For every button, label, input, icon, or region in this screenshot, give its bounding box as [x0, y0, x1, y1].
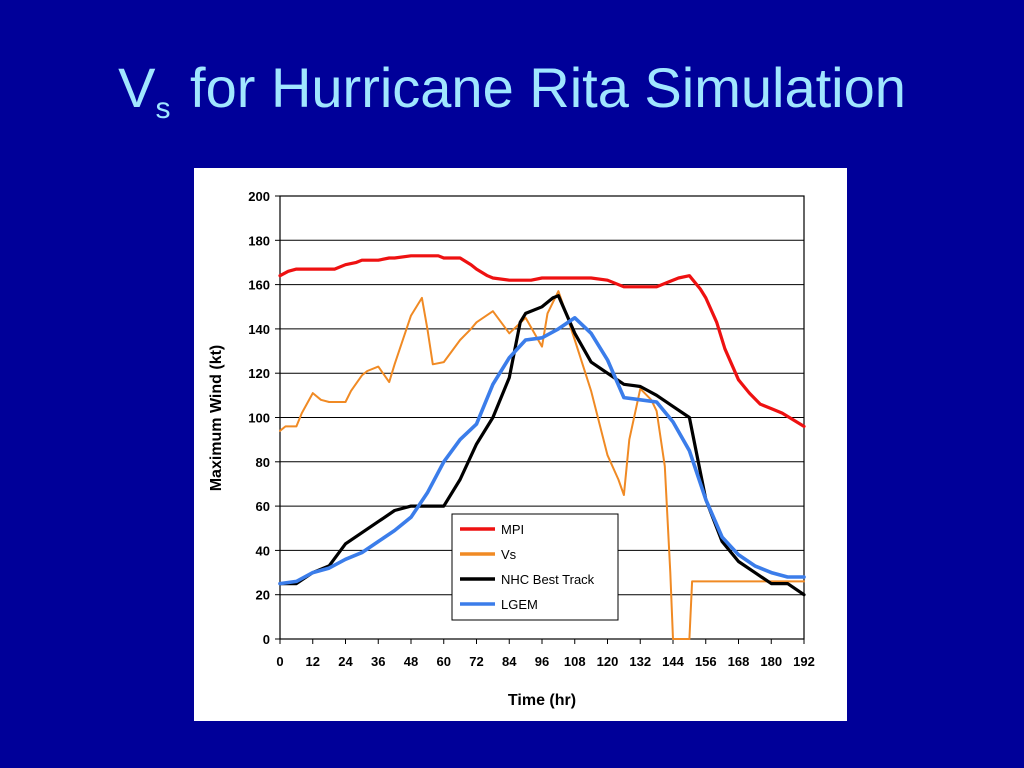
x-tick-label: 72	[469, 654, 483, 669]
x-tick-label: 0	[276, 654, 283, 669]
y-tick-label: 180	[248, 233, 270, 248]
x-tick-label: 24	[338, 654, 353, 669]
legend: MPI Vs NHC Best Track LGEM	[451, 513, 619, 621]
legend-label-nhc-best-track: NHC Best Track	[501, 572, 595, 587]
series-line-vs	[279, 290, 805, 640]
y-tick-label: 140	[248, 322, 270, 337]
legend-label-mpi: MPI	[501, 522, 524, 537]
x-tick-label: 132	[629, 654, 651, 669]
x-tick-label: 144	[662, 654, 684, 669]
y-tick-label: 80	[256, 455, 270, 470]
series-line-lgem	[278, 316, 806, 586]
title-subscript: s	[155, 91, 171, 125]
title-rest: for Hurricane Rita Simulation	[174, 56, 906, 119]
x-tick-labels: 0 12 24 36 48 60 72 84 96 108 120 132 144 156 168 180 19…	[276, 654, 814, 669]
y-tick-label: 120	[248, 366, 270, 381]
x-tick-label: 12	[306, 654, 320, 669]
y-tick-label: 200	[248, 189, 270, 204]
x-tick-label: 60	[437, 654, 451, 669]
chart-panel: 0 20 40 60 80 100 120 140 160 180 200 0 12 24 36 48 60 7…	[194, 168, 847, 721]
axis-ticks	[275, 195, 805, 644]
series-line-mpi	[278, 254, 806, 428]
x-tick-label: 96	[535, 654, 549, 669]
y-tick-label: 0	[263, 632, 270, 647]
legend-label-lgem: LGEM	[501, 597, 538, 612]
x-tick-label: 180	[760, 654, 782, 669]
y-tick-label: 40	[256, 543, 270, 558]
x-tick-label: 120	[597, 654, 619, 669]
y-tick-label: 60	[256, 499, 270, 514]
legend-label-vs: Vs	[501, 547, 517, 562]
series-lines	[278, 254, 806, 640]
title-main: V	[118, 56, 156, 119]
y-tick-label: 160	[248, 278, 270, 293]
y-tick-labels: 0 20 40 60 80 100 120 140 160 180 200	[248, 189, 270, 647]
y-tick-label: 100	[248, 411, 270, 426]
x-tick-label: 108	[564, 654, 586, 669]
slide-title: Vs for Hurricane Rita Simulation	[0, 60, 1024, 124]
x-tick-label: 168	[728, 654, 750, 669]
x-axis-label: Time (hr)	[508, 692, 576, 709]
wind-chart: 0 20 40 60 80 100 120 140 160 180 200 0 12 24 36 48 60 7…	[208, 189, 815, 709]
x-tick-label: 156	[695, 654, 717, 669]
x-tick-label: 192	[793, 654, 815, 669]
x-tick-label: 84	[502, 654, 517, 669]
y-tick-label: 20	[256, 588, 270, 603]
x-tick-label: 48	[404, 654, 418, 669]
x-tick-label: 36	[371, 654, 385, 669]
y-axis-label: Maximum Wind (kt)	[208, 345, 225, 492]
